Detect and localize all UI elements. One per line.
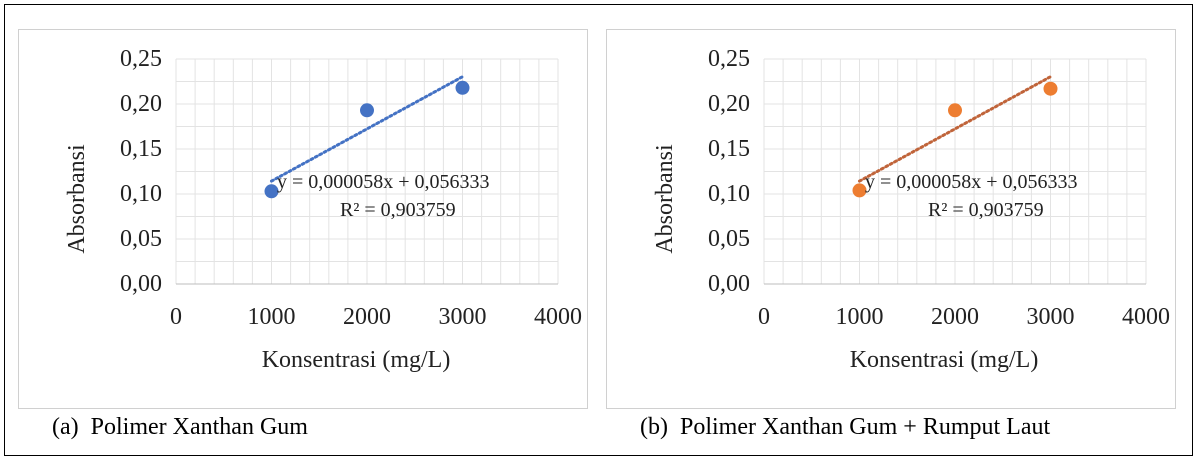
data-point	[852, 183, 867, 198]
x-tick-labels: 0 1000 2000 3000 4000	[758, 304, 1170, 330]
y-tick-label: 0,05	[708, 226, 750, 252]
data-point	[948, 103, 962, 118]
x-tick-label: 3000	[1027, 304, 1075, 330]
trendline	[858, 75, 1052, 183]
y-axis-label: Absorbansi	[652, 144, 678, 254]
r-squared-label: R² = 0,903759	[340, 199, 456, 221]
x-tick-label: 1000	[248, 304, 296, 330]
x-tick-label: 0	[170, 304, 182, 330]
y-tick-label: 0,20	[120, 91, 162, 117]
x-axis-label: Konsentrasi (mg/L)	[850, 347, 1039, 373]
x-axis-label: Konsentrasi (mg/L)	[262, 347, 451, 373]
y-tick-label: 0,00	[708, 271, 750, 297]
data-point	[360, 103, 374, 118]
x-tick-label: 1000	[836, 304, 884, 330]
trendline-layer	[270, 75, 464, 183]
x-tick-label: 2000	[931, 304, 979, 330]
caption-a: (a) Polimer Xanthan Gum	[52, 414, 308, 440]
y-tick-label: 0,20	[708, 91, 750, 117]
y-tick-label: 0,10	[708, 181, 750, 207]
y-axis-label: Absorbansi	[64, 144, 90, 254]
trend-equation: y = 0,000058x + 0,056333	[277, 171, 490, 193]
data-point	[264, 184, 279, 199]
points-layer	[852, 81, 1058, 198]
points-layer	[264, 80, 470, 199]
r-squared-label: R² = 0,903759	[928, 199, 1044, 221]
data-point	[1043, 81, 1058, 96]
trendline	[270, 75, 464, 183]
trend-equation: y = 0,000058x + 0,056333	[865, 171, 1078, 193]
chart-b: 0,00 0,05 0,10 0,15 0,20 0,25 0 1000 2000 3000 40…	[606, 29, 1176, 409]
y-tick-label: 0,15	[708, 136, 750, 162]
x-tick-label: 0	[758, 304, 770, 330]
chart-area-border	[606, 29, 1176, 409]
y-tick-labels: 0,00 0,05 0,10 0,15 0,20 0,25	[120, 46, 162, 297]
y-tick-label: 0,10	[120, 181, 162, 207]
x-tick-label: 4000	[1122, 304, 1170, 330]
x-tick-label: 2000	[343, 304, 391, 330]
x-tick-label: 3000	[439, 304, 487, 330]
gridlines	[175, 58, 559, 285]
chart-area-border	[18, 29, 588, 409]
y-tick-label: 0,00	[120, 271, 162, 297]
y-tick-label: 0,15	[120, 136, 162, 162]
y-tick-labels: 0,00 0,05 0,10 0,15 0,20 0,25	[708, 46, 750, 297]
x-tick-label: 4000	[534, 304, 582, 330]
gridlines	[763, 58, 1147, 285]
x-tick-labels: 0 1000 2000 3000 4000	[170, 304, 582, 330]
caption-b: (b) Polimer Xanthan Gum + Rumput Laut	[640, 414, 1051, 440]
y-tick-label: 0,05	[120, 226, 162, 252]
trendline-layer	[858, 75, 1052, 183]
y-tick-label: 0,25	[120, 46, 162, 72]
data-point	[455, 80, 470, 95]
y-tick-label: 0,25	[708, 46, 750, 72]
chart-a: 0,00 0,05 0,10 0,15 0,20 0,25 0 1000 2000 3000 40…	[18, 29, 588, 409]
